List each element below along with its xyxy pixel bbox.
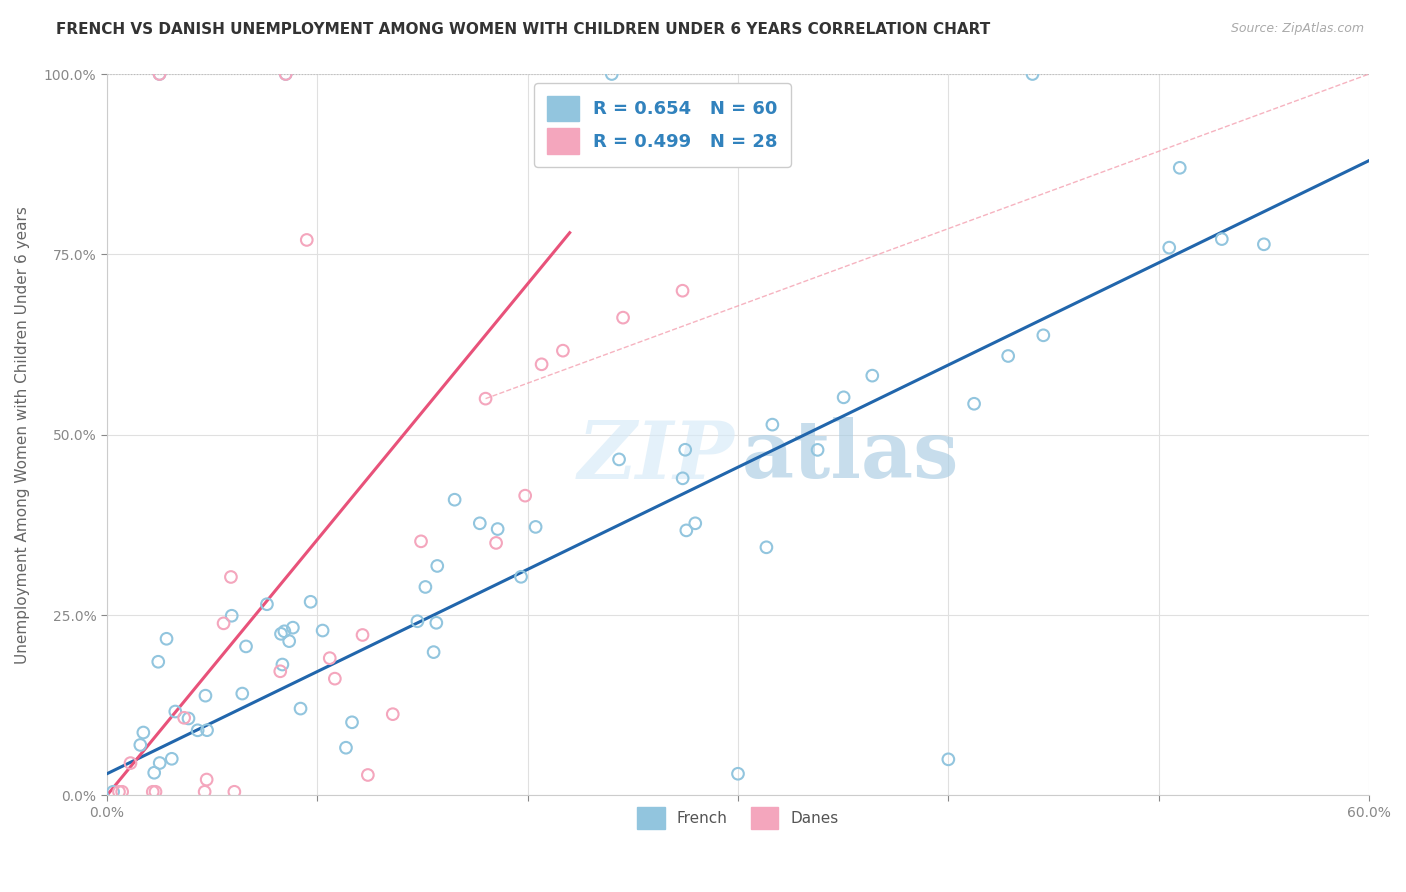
Point (270, 627, 292, 641)
Point (1253, 237, 1275, 252)
Point (1159, 241, 1181, 255)
Point (672, 471, 695, 485)
Point (352, 628, 374, 642)
Point (256, 597, 278, 611)
Point (101, 785, 124, 799)
Point (323, 672, 346, 686)
Point (1021, 67, 1043, 81)
Point (231, 687, 253, 701)
Point (422, 645, 444, 659)
Point (443, 492, 465, 507)
Point (551, 343, 574, 358)
Point (1168, 161, 1191, 175)
Point (425, 615, 447, 630)
Point (235, 640, 257, 654)
Point (806, 442, 828, 457)
Point (938, 752, 960, 766)
Point (271, 657, 294, 672)
Point (212, 616, 235, 631)
Point (221, 608, 243, 623)
Point (165, 705, 187, 719)
Point (143, 765, 166, 780)
Point (963, 397, 986, 411)
Point (160, 752, 183, 766)
Point (149, 756, 172, 770)
Point (997, 349, 1019, 363)
Point (194, 689, 217, 703)
Text: ZIP: ZIP (578, 417, 734, 495)
Point (415, 580, 437, 594)
Point (224, 785, 246, 799)
Point (468, 516, 491, 531)
Point (1032, 328, 1054, 343)
Point (145, 785, 167, 799)
Text: Source: ZipAtlas.com: Source: ZipAtlas.com (1230, 22, 1364, 36)
Point (148, 67, 170, 81)
Point (177, 711, 200, 725)
Point (860, 368, 883, 383)
Point (673, 442, 696, 457)
Point (530, 357, 553, 371)
Point (129, 738, 152, 752)
Text: FRENCH VS DANISH UNEMPLOYMENT AMONG WOMEN WITH CHILDREN UNDER 6 YEARS CORRELATIO: FRENCH VS DANISH UNEMPLOYMENT AMONG WOME… (56, 22, 990, 37)
Point (290, 701, 312, 715)
Point (727, 766, 749, 780)
Point (274, 67, 297, 81)
Point (832, 390, 855, 404)
Point (195, 772, 218, 787)
Point (120, 756, 142, 770)
Point (1211, 232, 1233, 246)
Point (108, 785, 131, 799)
Point (675, 524, 697, 538)
Point (319, 651, 342, 665)
Point (335, 740, 357, 755)
Point (340, 715, 363, 730)
Point (671, 284, 693, 298)
Point (510, 570, 533, 584)
Point (187, 723, 209, 738)
Point (524, 520, 547, 534)
Point (111, 785, 134, 799)
Point (278, 634, 301, 648)
Point (299, 595, 322, 609)
Point (295, 233, 318, 247)
Y-axis label: Unemployment Among Women with Children Under 6 years: Unemployment Among Women with Children U… (15, 206, 30, 664)
Point (683, 516, 706, 531)
Point (311, 624, 333, 638)
Point (755, 541, 778, 555)
Point (274, 67, 297, 81)
Point (155, 632, 177, 646)
Point (381, 707, 404, 722)
Point (273, 624, 295, 639)
Point (269, 665, 291, 679)
Point (281, 621, 304, 635)
Point (194, 785, 217, 799)
Point (761, 417, 783, 432)
Point (600, 67, 623, 81)
Point (148, 655, 170, 669)
Point (219, 570, 242, 584)
Point (607, 452, 630, 467)
Point (173, 711, 195, 725)
Point (426, 558, 449, 573)
Point (612, 310, 634, 325)
Point (486, 522, 509, 536)
Text: atlas: atlas (742, 417, 959, 495)
Point (474, 392, 496, 406)
Point (406, 614, 429, 628)
Point (409, 534, 432, 549)
Point (485, 536, 508, 550)
Point (142, 785, 165, 799)
Point (132, 725, 155, 739)
Point (515, 489, 537, 503)
Point (357, 768, 380, 782)
Legend: French, Danes: French, Danes (631, 801, 845, 835)
Point (148, 67, 170, 81)
Point (195, 723, 218, 738)
